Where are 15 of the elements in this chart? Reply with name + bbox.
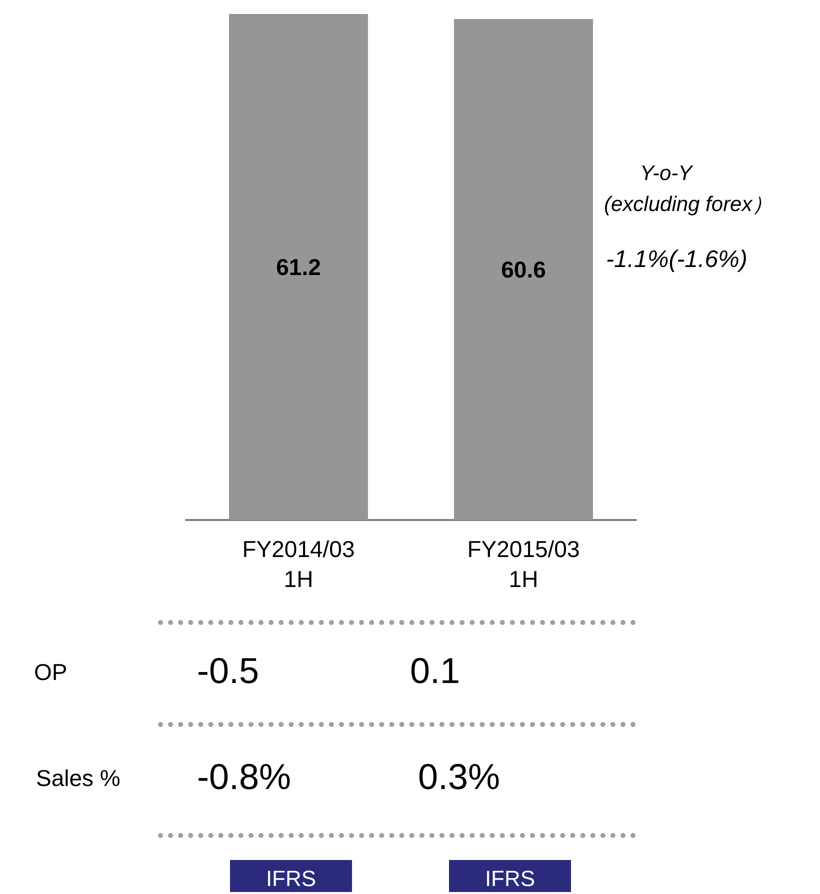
x-tick-label: FY2015/03 1H <box>467 536 580 592</box>
text: -0.8% <box>197 756 292 798</box>
data-label: 60.6 <box>501 256 546 282</box>
text: IFRS <box>449 860 571 892</box>
data-label: 61.2 <box>276 254 321 280</box>
text: 0.3% <box>418 756 500 798</box>
annotation: (excluding forex） <box>604 192 774 218</box>
annotation: -1.1%(-1.6%) <box>606 246 748 274</box>
text: Sales % <box>36 765 120 792</box>
x-tick-label: FY2014/03 1H <box>242 536 355 592</box>
text: IFRS <box>230 860 352 892</box>
text: Y-o-Y <box>640 162 692 186</box>
text: 0.1 <box>410 650 460 692</box>
text: -0.5 <box>197 650 260 692</box>
text: OP <box>34 659 68 686</box>
